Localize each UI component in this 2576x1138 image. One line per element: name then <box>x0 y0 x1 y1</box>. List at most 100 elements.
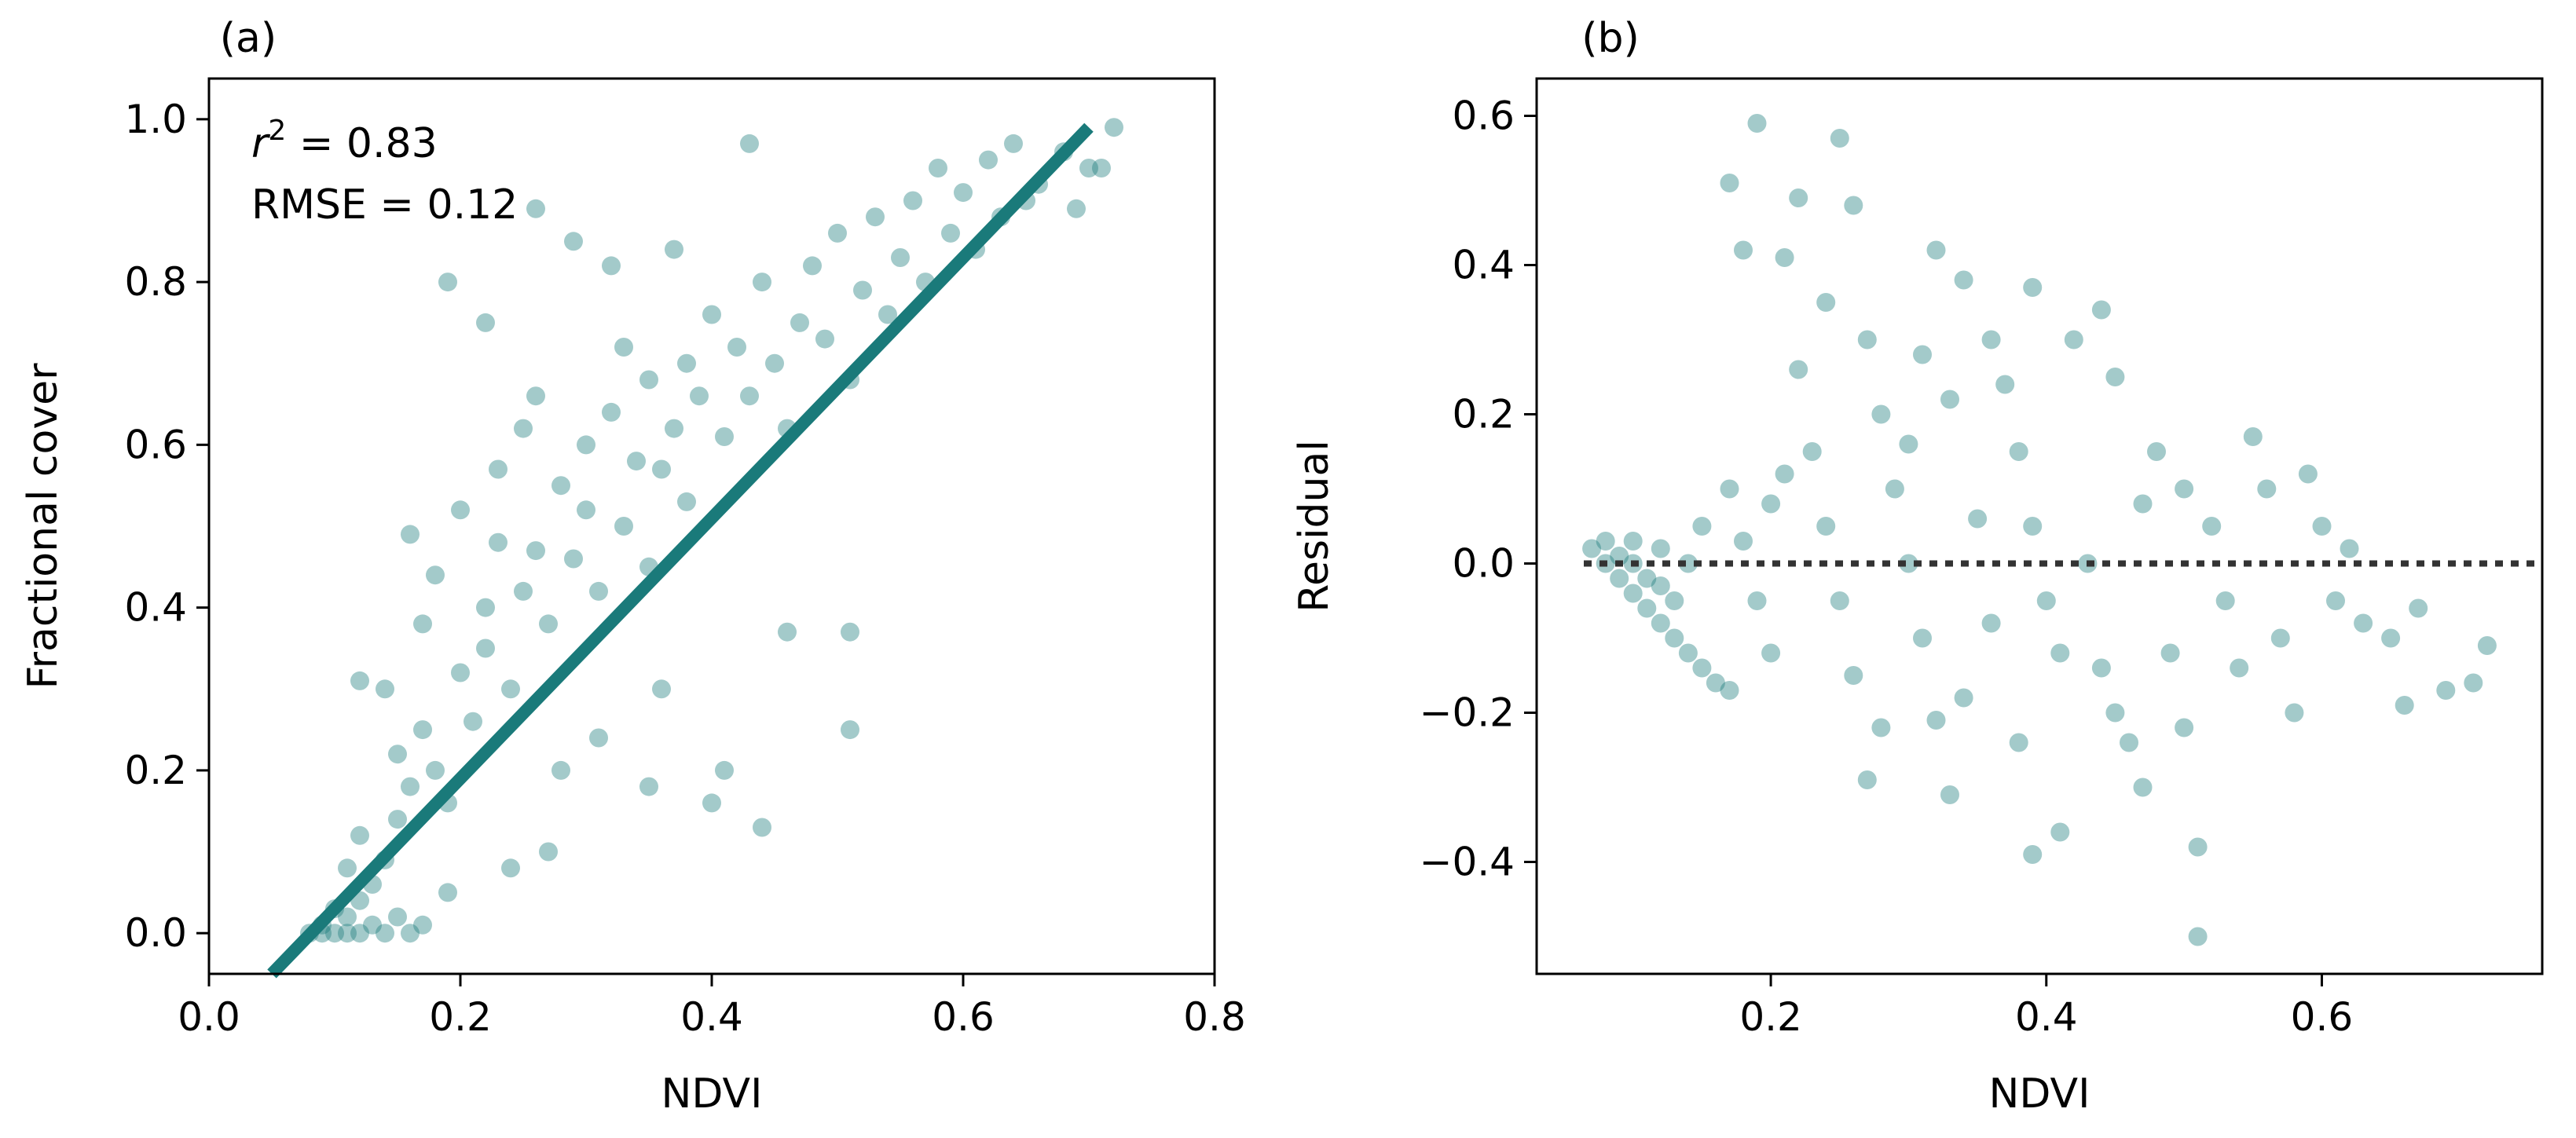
panel-b-point <box>2175 718 2194 737</box>
panel-a-fit-line <box>267 123 1094 979</box>
panel-a-point <box>878 305 897 324</box>
panel-b-point <box>1871 404 1891 424</box>
panel-b-point <box>2477 636 2497 655</box>
panel-a-point <box>954 183 973 203</box>
panel-a-point <box>702 305 721 324</box>
panel-a-point <box>501 679 520 699</box>
panel-b-point <box>1844 196 1863 215</box>
panel-b-point <box>1665 628 1684 648</box>
panel-a-point <box>753 273 771 292</box>
panel-b-point <box>2009 442 2028 461</box>
panel-a-point <box>602 402 621 422</box>
panel-a-x-tick-label: 0.4 <box>680 994 743 1040</box>
panel-a-point <box>338 907 357 927</box>
panel-b-point <box>1734 532 1753 551</box>
panel-b-point <box>1623 584 1643 603</box>
panel-b-point <box>1830 591 1849 610</box>
panel-a-point <box>388 745 407 764</box>
panel-a-point <box>778 622 797 642</box>
panel-b-point <box>2230 658 2249 678</box>
panel-a-point <box>476 639 495 658</box>
panel-a-point <box>715 760 734 780</box>
panel-b-point <box>1775 464 1794 484</box>
panel-a-points <box>300 118 1123 943</box>
panel-b-point <box>1761 643 1781 663</box>
panel-b-point <box>1968 509 1988 529</box>
panel-a-point <box>866 207 885 227</box>
panel-a-point <box>551 760 570 780</box>
panel-a-point <box>765 353 784 373</box>
panel-b-point <box>2064 330 2083 349</box>
panel-b-point <box>1610 547 1629 565</box>
panel-a-point <box>564 549 583 569</box>
panel-a-point <box>677 353 696 373</box>
panel-a-point <box>929 159 947 177</box>
panel-a-point <box>577 435 595 455</box>
panel-b-point <box>1857 330 1877 349</box>
panel-a-point <box>438 273 457 292</box>
panel-b-point <box>2050 822 2070 842</box>
panel-b-x-tick-label: 0.2 <box>1739 994 1802 1040</box>
panel-a-point <box>413 720 432 740</box>
panel-b-point <box>2312 517 2332 536</box>
panel-a-point <box>740 386 759 406</box>
panel-a-point <box>715 427 734 446</box>
panel-b-y-tick-label: 0.4 <box>1452 243 1515 288</box>
panel-b-point <box>2215 591 2235 610</box>
panel-b-point <box>2340 539 2359 558</box>
panel-b-y-tick-label: −0.2 <box>1420 690 1515 736</box>
panel-b-point <box>1651 613 1670 633</box>
panel-a-point <box>401 777 420 796</box>
panel-b-point <box>2257 479 2277 499</box>
panel-b-points <box>1582 114 2497 946</box>
panel-a-point <box>388 907 407 927</box>
panel-b-point <box>2188 837 2208 857</box>
panel-a-point <box>350 825 369 845</box>
panel-a-point <box>426 760 445 780</box>
panel-b-x-axis-title: NDVI <box>1989 1070 2090 1118</box>
panel-a-point <box>753 818 771 837</box>
panel-b-x-tick-label: 0.6 <box>2291 994 2354 1040</box>
panel-a-x-tick-label: 0.2 <box>429 994 492 1040</box>
panel-a-point <box>740 134 759 153</box>
panel-b-point <box>1954 688 1973 708</box>
panel-a-point <box>564 232 583 251</box>
panel-a-point <box>514 419 533 438</box>
panel-a-point <box>526 386 545 406</box>
panel-a-point <box>903 191 922 210</box>
panel-a-point <box>501 858 520 878</box>
panel-b-point <box>1913 345 1932 364</box>
panel-a-x-tick-label: 0.8 <box>1183 994 1246 1040</box>
panel-a-x-ticks: 0.0 0.2 0.4 0.6 0.8 <box>178 974 1246 1040</box>
panel-b-point <box>2298 464 2318 484</box>
panel-b-label: (b) <box>1581 15 1640 62</box>
panel-b-point <box>1610 569 1629 588</box>
panel-b-point <box>1747 591 1767 610</box>
panel-b-point <box>2023 278 2043 297</box>
panel-b-point <box>2381 628 2401 648</box>
panel-b-point <box>2188 927 2208 946</box>
panel-b-point <box>2133 494 2153 514</box>
panel-a-y-tick-label: 0.6 <box>124 422 187 467</box>
panel-a-point <box>941 223 960 243</box>
panel-b-y-axis-title: Residual <box>1291 440 1338 613</box>
panel-a-point <box>677 492 696 511</box>
panel-a-point <box>376 924 394 943</box>
panel-b-point <box>1692 658 1712 678</box>
panel-a-x-axis-title: NDVI <box>661 1070 763 1118</box>
panel-b-point <box>1637 569 1657 588</box>
panel-a-r2-annotation: r2 = 0.83 <box>251 115 438 167</box>
panel-b-point <box>1816 517 1836 536</box>
panel-b-point <box>1692 517 1712 536</box>
panel-b-point <box>2120 733 2138 752</box>
panel-a-point <box>451 500 470 520</box>
panel-a-point <box>539 842 558 862</box>
panel-b-point <box>1789 188 1808 207</box>
panel-b-point <box>2175 479 2194 499</box>
panel-b-y-tick-label: 0.6 <box>1452 93 1515 139</box>
panel-a-point <box>589 728 608 748</box>
panel-a-point <box>614 517 633 536</box>
panel-a-point <box>476 313 495 332</box>
panel-a-point <box>727 338 746 357</box>
